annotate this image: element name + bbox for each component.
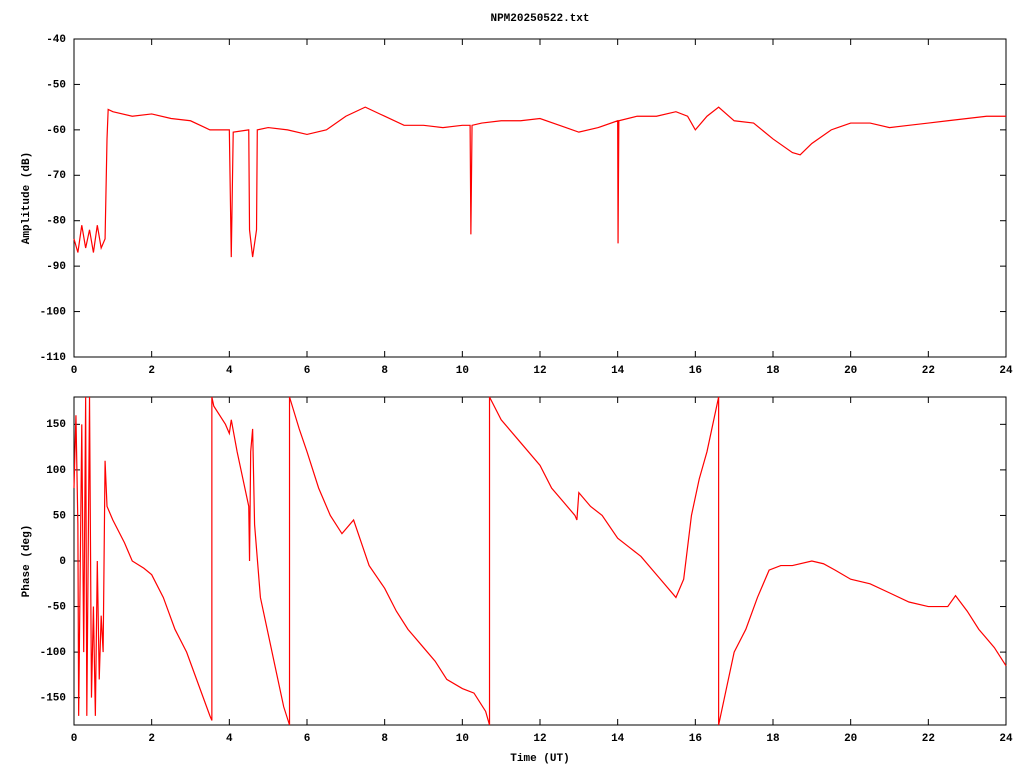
x-tick-label: 10 <box>456 733 469 745</box>
x-tick-label: 14 <box>611 733 625 745</box>
x-tick-label: 8 <box>381 733 388 745</box>
y-tick-label: -100 <box>40 647 66 659</box>
x-tick-label: 8 <box>381 365 388 377</box>
y-tick-label: -40 <box>46 34 66 46</box>
x-tick-label: 0 <box>71 733 78 745</box>
chart-title: NPM20250522.txt <box>490 13 589 25</box>
x-tick-label: 20 <box>844 733 857 745</box>
y-tick-label: -90 <box>46 261 66 273</box>
y-tick-label: -150 <box>40 693 66 705</box>
x-tick-label: 22 <box>922 733 935 745</box>
y-tick-label: -50 <box>46 79 66 91</box>
x-tick-label: 16 <box>689 365 702 377</box>
data-line <box>73 396 1007 726</box>
x-tick-label: 22 <box>922 365 935 377</box>
y-tick-label: -80 <box>46 216 66 228</box>
y-tick-label: -70 <box>46 170 66 182</box>
y-axis-label: Amplitude (dB) <box>21 152 33 244</box>
x-tick-label: 12 <box>533 733 546 745</box>
x-tick-label: 20 <box>844 365 857 377</box>
x-axis-label: Time (UT) <box>510 753 569 765</box>
y-tick-label: 100 <box>46 465 66 477</box>
y-tick-label: -100 <box>40 306 66 318</box>
x-tick-label: 24 <box>999 733 1013 745</box>
x-tick-label: 6 <box>304 365 311 377</box>
x-tick-label: 4 <box>226 365 233 377</box>
x-tick-label: 6 <box>304 733 311 745</box>
x-tick-label: 18 <box>766 365 780 377</box>
y-tick-label: 50 <box>53 510 66 522</box>
x-tick-label: 0 <box>71 365 78 377</box>
x-tick-label: 24 <box>999 365 1013 377</box>
x-tick-label: 14 <box>611 365 625 377</box>
y-tick-label: 150 <box>46 419 66 431</box>
x-tick-label: 12 <box>533 365 546 377</box>
y-axis-label: Phase (deg) <box>21 525 33 598</box>
y-tick-label: 0 <box>59 556 66 568</box>
x-tick-label: 16 <box>689 733 702 745</box>
x-tick-label: 2 <box>148 733 155 745</box>
x-tick-label: 10 <box>456 365 469 377</box>
x-tick-label: 4 <box>226 733 233 745</box>
x-tick-label: 18 <box>766 733 780 745</box>
x-tick-label: 2 <box>148 365 155 377</box>
y-tick-label: -50 <box>46 601 66 613</box>
y-tick-label: -110 <box>40 352 66 364</box>
y-tick-label: -60 <box>46 125 66 137</box>
data-line <box>73 106 1006 258</box>
